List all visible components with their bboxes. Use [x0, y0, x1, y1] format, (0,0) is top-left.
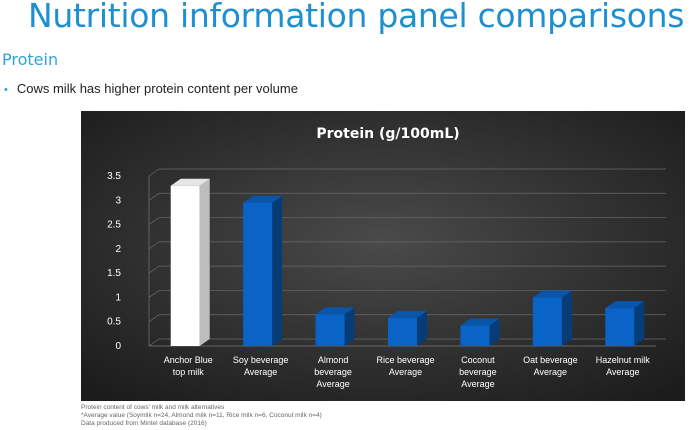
- x-tick-label: Anchor Blue top milk: [164, 355, 213, 377]
- y-tick-label: 2: [115, 244, 121, 255]
- grid-line: [148, 217, 160, 225]
- slide-title: Nutrition information panel comparisons: [28, 0, 685, 35]
- bullet-point: • Cows milk has higher protein content pe…: [4, 81, 298, 96]
- x-tick-label: Oat beverage Average: [523, 355, 578, 377]
- x-tick-label-line: Average: [534, 367, 567, 377]
- grid-line: [148, 168, 160, 177]
- x-tick-label-line: Rice beverage: [376, 355, 434, 365]
- x-tick-label-line: beverage: [314, 367, 352, 377]
- x-tick-label-line: Average: [389, 367, 422, 377]
- footnote-line: Protein content of cows' milk and milk a…: [81, 404, 225, 411]
- bar-front: [243, 202, 273, 346]
- bar: [388, 310, 427, 346]
- x-tick-label-line: Soy beverage: [233, 355, 289, 365]
- x-tick-label-line: Coconut: [461, 355, 495, 365]
- x-tick-label-line: Hazelnut milk: [596, 355, 651, 365]
- x-tick-label-line: Anchor Blue: [164, 355, 213, 365]
- chart-title: Protein (g/100mL): [316, 126, 459, 142]
- grid-line: [148, 314, 160, 323]
- x-tick-label: Soy beverage Average: [233, 355, 289, 377]
- bar-top: [243, 195, 283, 203]
- bar-top: [532, 290, 572, 298]
- grid-line: [148, 338, 160, 347]
- chart-canvas: Protein (g/100mL) 0 0.5 1 1.5 2 2.5 3 3.5 Ancho…: [81, 111, 685, 401]
- x-tick-label-line: Oat beverage: [523, 355, 578, 365]
- bar-front: [388, 317, 417, 346]
- y-tick-label: 2.5: [107, 220, 121, 231]
- x-tick-label-line: Average: [316, 379, 349, 389]
- bar: [243, 195, 283, 346]
- y-tick-label: 3: [115, 195, 121, 206]
- bar-front: [315, 314, 345, 346]
- bar-front: [605, 308, 635, 346]
- y-tick-label: 3.5: [107, 171, 121, 182]
- x-tick-label: Coconut beverage Average: [459, 355, 497, 389]
- x-tick-label-line: Average: [461, 379, 494, 389]
- bar-side: [561, 290, 572, 346]
- bar-side: [634, 301, 645, 346]
- bar-side: [417, 310, 427, 346]
- bullet-icon: •: [4, 84, 8, 96]
- grid-line: [148, 192, 160, 201]
- bar-top: [315, 307, 355, 315]
- bar-side: [199, 178, 210, 346]
- y-tick-label: 0: [115, 341, 121, 352]
- bars: [170, 178, 645, 346]
- x-tick-label: Rice beverage Average: [376, 355, 434, 377]
- grid-line: [148, 290, 160, 298]
- bar-top: [170, 178, 210, 186]
- bar-side: [489, 318, 500, 346]
- footnote-line: *Average value (Soymilk n=24, Almond mil…: [81, 412, 322, 419]
- x-tick-label: Almond beverage Average: [314, 355, 352, 389]
- x-tick-label-line: Average: [606, 367, 639, 377]
- bar-top: [388, 310, 427, 318]
- x-tick-label-line: Average: [244, 367, 277, 377]
- y-tick-label: 0.5: [107, 317, 121, 328]
- footnotes: Protein content of cows' milk and milk a…: [81, 404, 322, 428]
- bar: [170, 178, 210, 346]
- bullet-text: Cows milk has higher protein content per…: [16, 81, 298, 96]
- bar: [532, 290, 572, 346]
- bar: [460, 318, 500, 346]
- bar-front: [460, 325, 490, 346]
- y-axis-ticks: 0 0.5 1 1.5 2 2.5 3 3.5: [107, 171, 121, 352]
- protein-chart: Protein (g/100mL) 0 0.5 1 1.5 2 2.5 3 3.5 Ancho…: [81, 111, 685, 401]
- x-tick-label-line: Almond: [318, 355, 349, 365]
- section-heading: Protein: [2, 50, 59, 69]
- bar-side: [344, 307, 355, 346]
- y-tick-label: 1.5: [107, 268, 121, 279]
- bar-front: [170, 185, 200, 346]
- grid-line: [148, 241, 160, 250]
- footnote-line: Data produced from Mintel database (2016…: [81, 420, 207, 427]
- bar-top: [605, 301, 645, 309]
- bar-front: [532, 297, 562, 346]
- x-tick-label-line: beverage: [459, 367, 497, 377]
- bar-top: [460, 318, 500, 326]
- bar: [315, 307, 355, 346]
- bar-side: [272, 195, 283, 346]
- x-tick-label: Hazelnut milk Average: [596, 355, 651, 377]
- grid-line: [148, 265, 160, 274]
- x-tick-label-line: top milk: [173, 367, 205, 377]
- bar: [605, 301, 645, 346]
- y-tick-label: 1: [115, 292, 121, 303]
